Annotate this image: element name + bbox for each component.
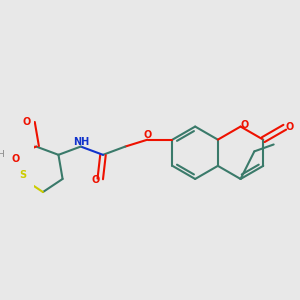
Text: NH: NH	[73, 137, 89, 147]
Text: O: O	[23, 117, 31, 127]
Text: O: O	[12, 154, 20, 164]
Text: O: O	[143, 130, 152, 140]
Text: O: O	[92, 175, 100, 185]
Text: S: S	[19, 169, 26, 179]
Text: O: O	[240, 120, 248, 130]
Text: H: H	[0, 150, 4, 159]
Text: O: O	[286, 122, 294, 132]
